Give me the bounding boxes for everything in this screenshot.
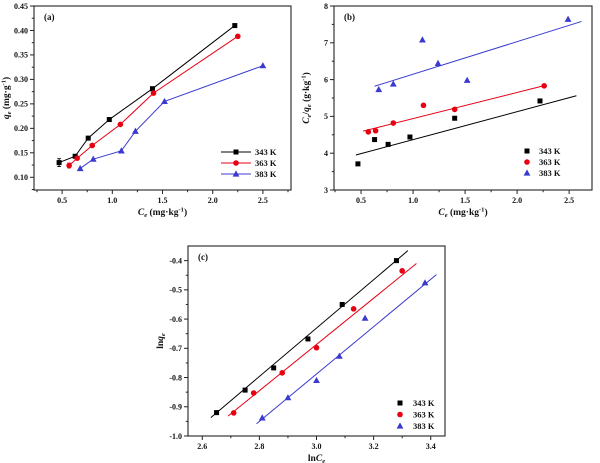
- y-tick-label: -0.8: [169, 373, 182, 382]
- series-383K: [374, 15, 582, 93]
- x-tick-label: 3.4: [426, 442, 436, 451]
- x-tick-label: 2.0: [512, 196, 522, 205]
- y-tick-label: 7: [324, 39, 328, 48]
- data-line: [58, 25, 236, 164]
- x-tick-label: 1.5: [460, 196, 470, 205]
- panel-label: (b): [344, 12, 355, 22]
- y-tick-label: 0.10: [14, 173, 28, 182]
- legend-label: 363 K: [539, 157, 561, 167]
- x-axis-title: lnCe: [308, 454, 325, 463]
- x-tick-label: 1.0: [408, 196, 418, 205]
- fit-line: [355, 95, 577, 156]
- y-tick-label: 4: [324, 149, 328, 158]
- x-tick-label: 3.2: [369, 442, 379, 451]
- legend-label: 363 K: [255, 158, 277, 168]
- chart-panel-a: 0.5 1.0 1.5 2.0 2.5 0.10 0.15 0.20 0.25 0.30 0.35 0…: [0, 0, 300, 226]
- x-tick-label: 0.5: [356, 196, 366, 205]
- y-tick-label: 0.40: [14, 26, 28, 35]
- axes-ticks: [184, 260, 432, 440]
- y-tick-label: 5: [324, 112, 328, 121]
- y-tick-label: 0.25: [14, 100, 28, 109]
- y-tick-label: 6: [324, 75, 328, 84]
- axes-ticks: [330, 5, 570, 194]
- y-axis-title: lnqe: [156, 333, 167, 349]
- legend-label: 343 K: [255, 147, 277, 157]
- series-343K: [56, 23, 238, 167]
- y-axis-title: Ce/qe (g·kg-1): [301, 72, 314, 124]
- chart-svg-a: 0.5 1.0 1.5 2.0 2.5 0.10 0.15 0.20 0.25 0.30 0.35 0…: [1, 2, 292, 220]
- series-343K: [355, 95, 577, 167]
- y-tick-label: 0.20: [14, 124, 28, 133]
- chart-panel-b: 0.5 1.0 1.5 2.0 2.5 3 4 5 6 7 8 Ce (mg·kg-1) Ce/qe (…: [300, 0, 600, 226]
- panel-label: (a): [44, 12, 55, 22]
- x-tick-label: 0.5: [57, 196, 67, 205]
- fit-line: [210, 250, 409, 418]
- x-tick-label: 2.0: [208, 196, 218, 205]
- fit-line: [227, 263, 417, 417]
- series-363K: [363, 83, 547, 135]
- series-383K: [76, 62, 267, 172]
- series-363K: [66, 33, 241, 169]
- y-tick-label: -0.9: [169, 403, 182, 412]
- series-343K: [210, 250, 409, 418]
- y-axis-title: qe (mg·g-1): [1, 77, 14, 119]
- plot-frame: [187, 245, 446, 437]
- legend-label: 383 K: [255, 169, 277, 179]
- series-383K: [256, 274, 437, 425]
- x-tick-label: 1.0: [107, 196, 117, 205]
- y-tick-label: -0.5: [169, 286, 182, 295]
- legend-label: 383 K: [539, 168, 561, 178]
- x-tick-label: 3.0: [312, 442, 322, 451]
- x-tick-label: 2.8: [254, 442, 264, 451]
- y-tick-label: -1.0: [169, 432, 182, 441]
- axes-ticks: [30, 5, 289, 194]
- fit-line: [374, 20, 582, 87]
- y-tick-label: 0.45: [14, 2, 28, 11]
- x-tick-label: 1.5: [158, 196, 168, 205]
- fit-line: [256, 274, 437, 425]
- y-tick-label: -0.4: [169, 256, 182, 265]
- x-tick-label: 2.6: [197, 442, 207, 451]
- y-tick-label: 3: [324, 186, 328, 195]
- x-tick-label: 2.5: [258, 196, 268, 205]
- chart-panel-c: 2.6 2.8 3.0 3.2 3.4 -1.0 -0.9 -0.8 -0.7 -0.6 -0.5 -…: [150, 228, 482, 463]
- legend-label: 363 K: [413, 410, 435, 420]
- legend-label: 383 K: [413, 421, 435, 431]
- y-tick-label: 0.30: [14, 75, 28, 84]
- y-tick-label: 0.35: [14, 51, 28, 60]
- legend-label: 343 K: [539, 146, 561, 156]
- chart-svg-c: 2.6 2.8 3.0 3.2 3.4 -1.0 -0.9 -0.8 -0.7 -0.6 -0.5 -…: [156, 245, 446, 463]
- series-363K: [227, 263, 417, 417]
- y-tick-label: -0.6: [169, 315, 182, 324]
- chart-svg-b: 0.5 1.0 1.5 2.0 2.5 3 4 5 6 7 8 Ce (mg·kg-1) Ce/qe (…: [301, 2, 593, 220]
- y-tick-label: 8: [324, 2, 328, 11]
- y-tick-label: -0.7: [169, 344, 182, 353]
- x-axis-title: Ce (mg·kg-1): [138, 207, 187, 220]
- panel-label: (c): [198, 252, 208, 262]
- legend-label: 343 K: [413, 398, 435, 408]
- x-axis-title: Ce (mg·kg-1): [438, 207, 487, 220]
- y-tick-label: 0.15: [14, 149, 28, 158]
- x-tick-label: 2.5: [564, 196, 574, 205]
